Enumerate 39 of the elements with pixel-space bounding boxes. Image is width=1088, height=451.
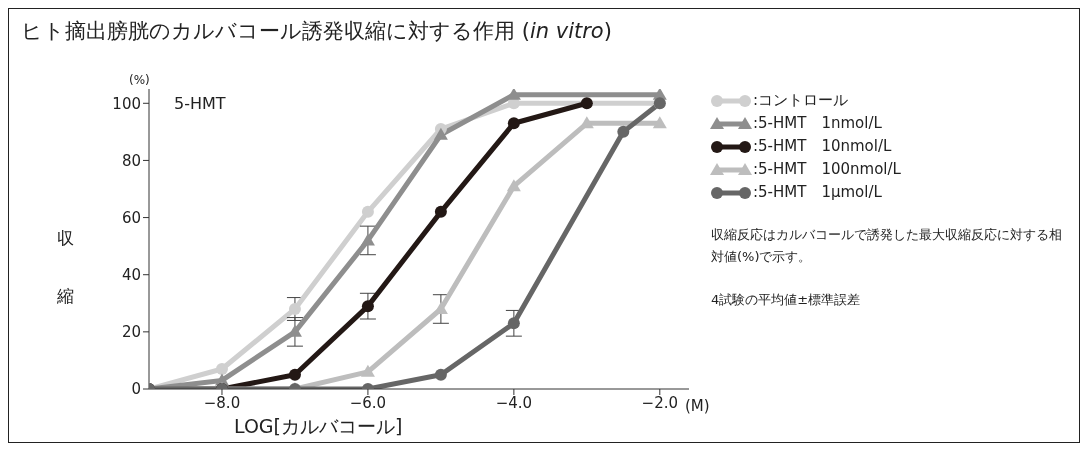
chart-title: ヒト摘出膀胱のカルバコール誘発収縮に対する作用 (in vitro) [21,18,612,45]
y-tick-label: 20 [121,323,141,342]
point [617,125,630,138]
text: 収縮 [57,228,74,306]
legend-label: :5-HMT 10nmol/L [753,137,892,156]
point [288,303,301,315]
x-axis-title: LOG[カルバコール] [234,414,403,439]
point [506,179,521,192]
text: (%) [129,73,150,87]
point [288,368,301,381]
legend-label: :5-HMT 1nmol/L [753,114,882,133]
legend-label: :コントロール [753,91,849,110]
point [361,205,374,218]
point [652,116,667,129]
point [361,300,374,313]
point [360,233,375,246]
point [433,127,448,140]
legend-label: :5-HMT 100nmol/L [753,160,901,179]
point [507,117,520,130]
x-tick-label: −6.0 [349,393,387,412]
x-tick-label: −4.0 [495,393,533,412]
x-tick-label: −2.0 [641,393,679,412]
point [507,317,520,330]
y-tick-label: 0 [131,380,141,399]
point [434,368,447,381]
legend-label: :5-HMT 1μmol/L [753,183,882,202]
y-tick-label: 80 [121,151,141,170]
y-tick-label: 60 [121,208,141,227]
point [215,363,228,375]
point [434,205,447,218]
text: (M) [685,397,710,415]
y-tick-label: 100 [112,94,141,113]
x-tick-label: −8.0 [203,393,241,412]
point [360,364,375,377]
y-tick-label: 40 [121,266,141,285]
point [580,97,593,110]
text: 4試験の平均値±標準誤差 [711,291,861,309]
annotation: 5-HMT [174,94,226,113]
text: 収縮反応はカルバコールで誘発した最大収縮反応に対する相対値(%)で示す。 [711,226,1063,266]
